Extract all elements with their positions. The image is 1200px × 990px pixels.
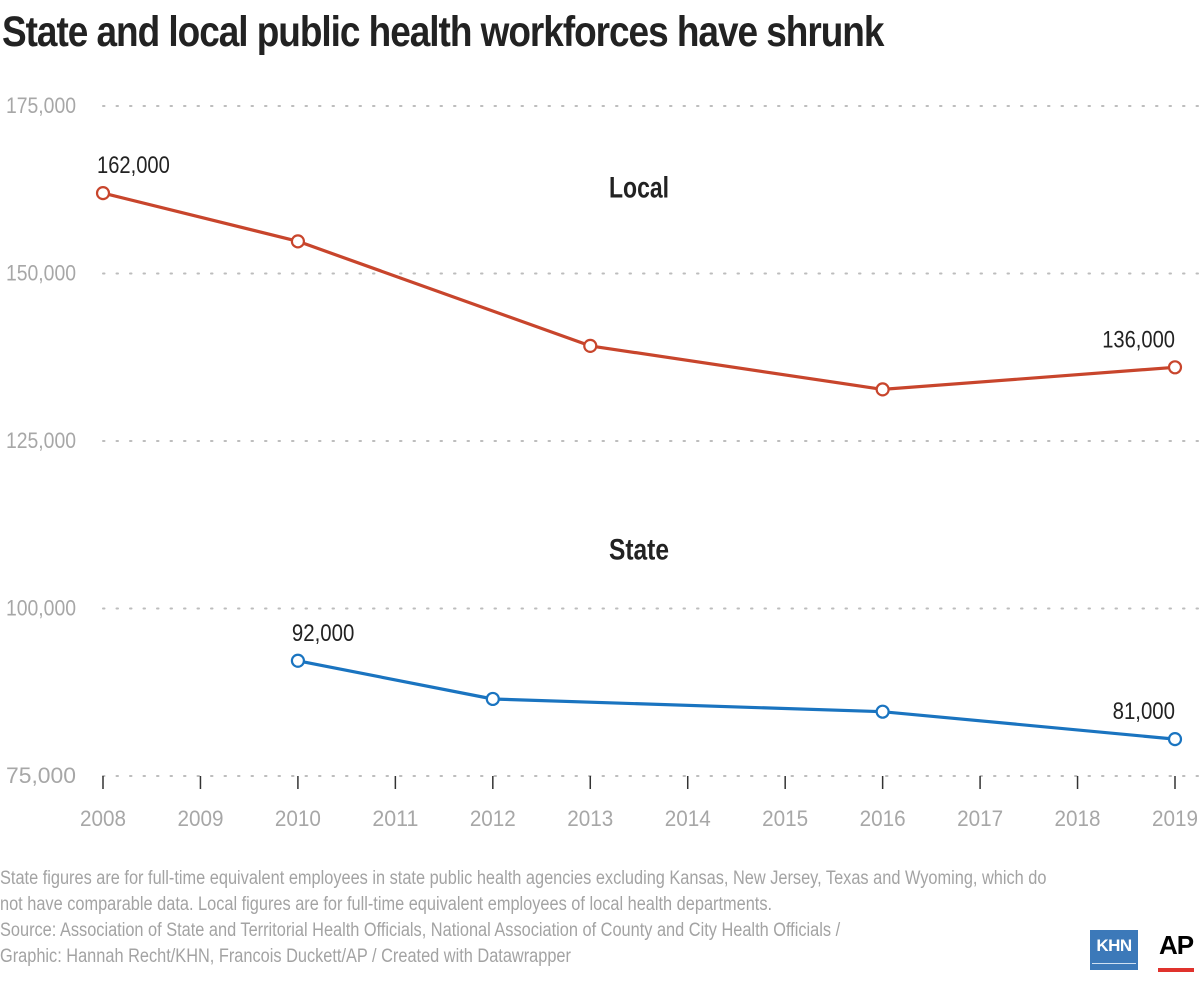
y-tick-label: 125,000	[6, 428, 76, 453]
series-line-local	[102, 191, 1176, 391]
data-point-local	[875, 382, 890, 397]
x-tick-label: 2008	[80, 806, 126, 831]
data-point-state	[290, 653, 306, 668]
source-line: Source: Association of State and Territo…	[0, 920, 841, 941]
data-point-local	[95, 186, 111, 201]
chart-title: State and local public health workforces…	[2, 8, 884, 56]
x-tick-label: 2018	[1055, 806, 1101, 831]
khn-logo-rule	[1092, 963, 1136, 967]
chart-notes: State figures are for full-time equivale…	[0, 866, 1200, 970]
ap-logo: AP	[1156, 930, 1196, 972]
y-axis: 75,000 100,000 125,000 150,000 175,000	[6, 93, 76, 788]
series-label-local: Local	[609, 172, 669, 205]
ap-logo-bar	[1158, 968, 1194, 972]
series-line-state	[297, 659, 1176, 741]
data-point-state	[875, 704, 890, 719]
data-point-local	[1167, 360, 1183, 375]
x-tick-label: 2019	[1152, 806, 1198, 831]
note-line-2: not have comparable data. Local figures …	[0, 894, 773, 915]
y-tick-label: 75,000	[6, 763, 76, 788]
y-tick-label: 175,000	[6, 93, 76, 118]
series-label-state: State	[609, 534, 669, 567]
value-annotation: 92,000	[292, 620, 354, 647]
ap-logo-text: AP	[1158, 930, 1194, 960]
value-annotation: 136,000	[1102, 326, 1175, 353]
khn-logo-text: KHN	[1096, 936, 1132, 955]
x-tick-label: 2014	[665, 806, 711, 831]
note-line-1: State figures are for full-time equivale…	[0, 868, 1047, 889]
value-annotation: 162,000	[97, 152, 170, 179]
y-tick-label: 150,000	[6, 261, 76, 286]
x-tick-label: 2013	[567, 806, 613, 831]
labels: 162,000 136,000 92,000 81,000 Local State	[97, 152, 1175, 725]
publisher-logos: KHN AP	[1090, 930, 1200, 980]
x-axis: 2008 2009 2010 2011 2012 2013 2014 2015 2016 2017…	[80, 775, 1200, 831]
credit-line: Graphic: Hannah Recht/KHN, Francois Duck…	[0, 946, 571, 967]
x-tick-label: 2016	[860, 806, 906, 831]
data-point-local	[583, 338, 598, 353]
data-point-local	[290, 234, 306, 249]
data-point-state	[485, 691, 500, 707]
x-tick-label: 2011	[372, 806, 418, 831]
y-tick-label: 100,000	[6, 596, 76, 621]
x-tick-label: 2009	[177, 806, 223, 831]
x-tick-label: 2012	[470, 806, 516, 831]
data-point-state	[1167, 732, 1183, 747]
x-tick-label: 2010	[275, 806, 321, 831]
value-annotation: 81,000	[1113, 698, 1175, 725]
x-tick-label: 2015	[762, 806, 808, 831]
khn-logo: KHN	[1090, 930, 1138, 970]
series	[95, 186, 1183, 747]
x-tick-label: 2017	[957, 806, 1003, 831]
